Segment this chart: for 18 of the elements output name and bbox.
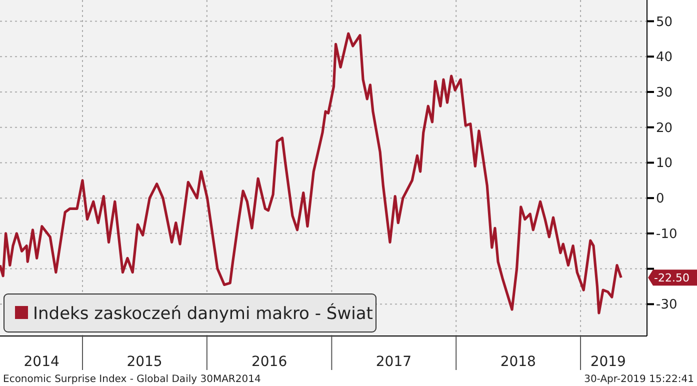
y-tick-label: -30 [656, 298, 678, 313]
x-tick-label: 2016 [251, 354, 288, 370]
y-tick-label: 20 [656, 120, 673, 136]
text: 30-Apr-2019 15:22:41 [584, 374, 694, 385]
y-tick-label: 10 [656, 156, 673, 172]
y-tick-label: 30 [656, 86, 673, 101]
y-tick-label: 40 [656, 50, 673, 66]
y-tick-label: 0 [656, 192, 664, 207]
legend-label: Indeks zaskoczeń danymi makro - Świat [33, 302, 374, 324]
text: -22.50 [654, 271, 690, 284]
text: Economic Surprise Index - Global Daily 30MAR2014 [3, 374, 261, 385]
x-tick-label: 2014 [24, 354, 60, 370]
x-tick-label: 2018 [500, 354, 536, 370]
x-tick-label: 2015 [126, 354, 162, 370]
x-tick-label: 2019 [590, 354, 626, 370]
y-tick-label: -10 [656, 226, 678, 242]
y-tick-label: 50 [656, 14, 673, 30]
x-tick-label: 2017 [376, 354, 412, 370]
